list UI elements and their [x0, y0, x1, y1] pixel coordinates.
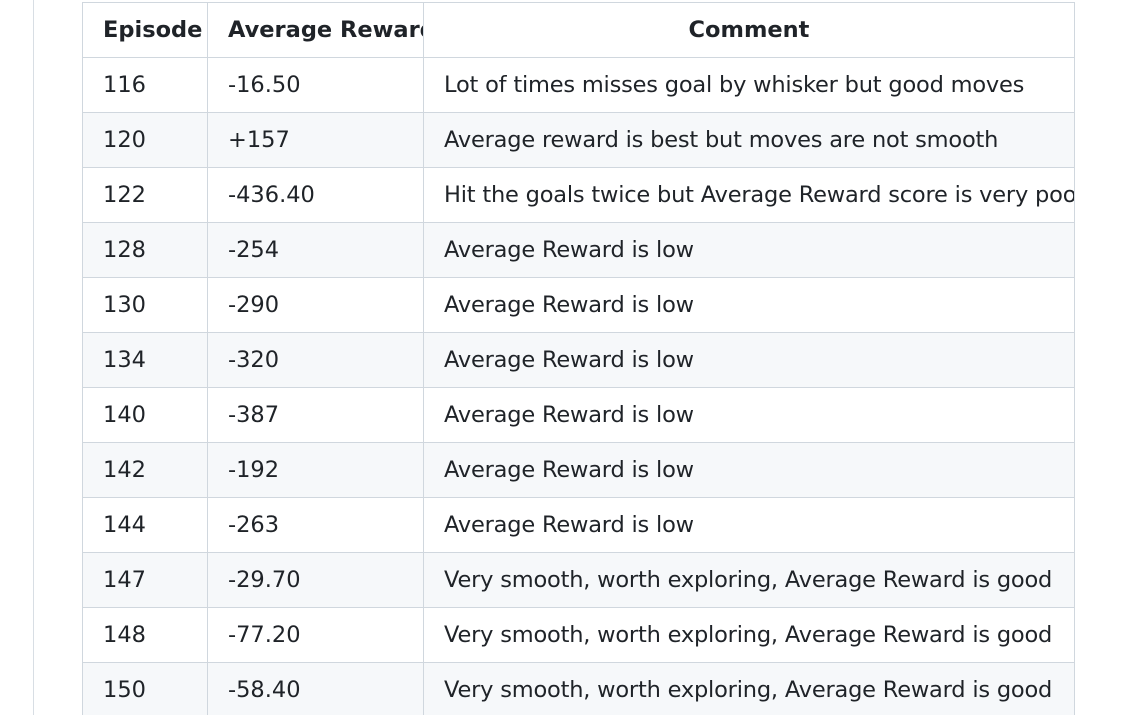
table-row: 142 -192 Average Reward is low: [82, 442, 1075, 498]
comment-cell: Average Reward is low: [423, 222, 1075, 278]
average-reward-cell: -16.50: [207, 57, 424, 113]
episode-cell: 128: [82, 222, 208, 278]
table-row: 147 -29.70 Very smooth, worth exploring,…: [82, 552, 1075, 608]
header-average-reward: Average Reward: [207, 2, 424, 58]
comment-cell: Average Reward is low: [423, 442, 1075, 498]
table-row: 122 -436.40 Hit the goals twice but Aver…: [82, 167, 1075, 223]
comment-cell: Very smooth, worth exploring, Average Re…: [423, 552, 1075, 608]
average-reward-cell: -320: [207, 332, 424, 388]
episode-cell: 144: [82, 497, 208, 553]
table-row: 120 +157 Average reward is best but move…: [82, 112, 1075, 168]
comment-cell: Very smooth, worth exploring, Average Re…: [423, 662, 1075, 715]
table-header: Episode Average Reward Comment: [82, 2, 1075, 58]
comment-cell: Average Reward is low: [423, 277, 1075, 333]
table-row: 128 -254 Average Reward is low: [82, 222, 1075, 278]
comment-cell: Average Reward is low: [423, 497, 1075, 553]
episode-cell: 122: [82, 167, 208, 223]
average-reward-cell: -387: [207, 387, 424, 443]
episode-cell: 142: [82, 442, 208, 498]
content-left-border: [33, 0, 34, 715]
comment-cell: Very smooth, worth exploring, Average Re…: [423, 607, 1075, 663]
episode-cell: 147: [82, 552, 208, 608]
header-episode: Episode: [82, 2, 208, 58]
table-header-row: Episode Average Reward Comment: [82, 2, 1075, 58]
average-reward-cell: +157: [207, 112, 424, 168]
table-row: 150 -58.40 Very smooth, worth exploring,…: [82, 662, 1075, 715]
table-row: 144 -263 Average Reward is low: [82, 497, 1075, 553]
table-row: 116 -16.50 Lot of times misses goal by w…: [82, 57, 1075, 113]
comment-cell: Average reward is best but moves are not…: [423, 112, 1075, 168]
comment-cell: Hit the goals twice but Average Reward s…: [423, 167, 1075, 223]
average-reward-cell: -263: [207, 497, 424, 553]
episode-results-table: Episode Average Reward Comment 116 -16.5…: [82, 2, 1075, 715]
comment-cell: Average Reward is low: [423, 387, 1075, 443]
table-row: 140 -387 Average Reward is low: [82, 387, 1075, 443]
header-comment: Comment: [423, 2, 1075, 58]
average-reward-cell: -254: [207, 222, 424, 278]
average-reward-cell: -58.40: [207, 662, 424, 715]
average-reward-cell: -436.40: [207, 167, 424, 223]
comment-cell: Lot of times misses goal by whisker but …: [423, 57, 1075, 113]
table-body: 116 -16.50 Lot of times misses goal by w…: [82, 57, 1075, 715]
table-row: 148 -77.20 Very smooth, worth exploring,…: [82, 607, 1075, 663]
average-reward-cell: -77.20: [207, 607, 424, 663]
comment-cell: Average Reward is low: [423, 332, 1075, 388]
average-reward-cell: -290: [207, 277, 424, 333]
average-reward-cell: -192: [207, 442, 424, 498]
episode-cell: 120: [82, 112, 208, 168]
table-row: 134 -320 Average Reward is low: [82, 332, 1075, 388]
episode-cell: 140: [82, 387, 208, 443]
average-reward-cell: -29.70: [207, 552, 424, 608]
episode-cell: 134: [82, 332, 208, 388]
table-row: 130 -290 Average Reward is low: [82, 277, 1075, 333]
episode-cell: 130: [82, 277, 208, 333]
episode-cell: 150: [82, 662, 208, 715]
episode-cell: 116: [82, 57, 208, 113]
episode-cell: 148: [82, 607, 208, 663]
